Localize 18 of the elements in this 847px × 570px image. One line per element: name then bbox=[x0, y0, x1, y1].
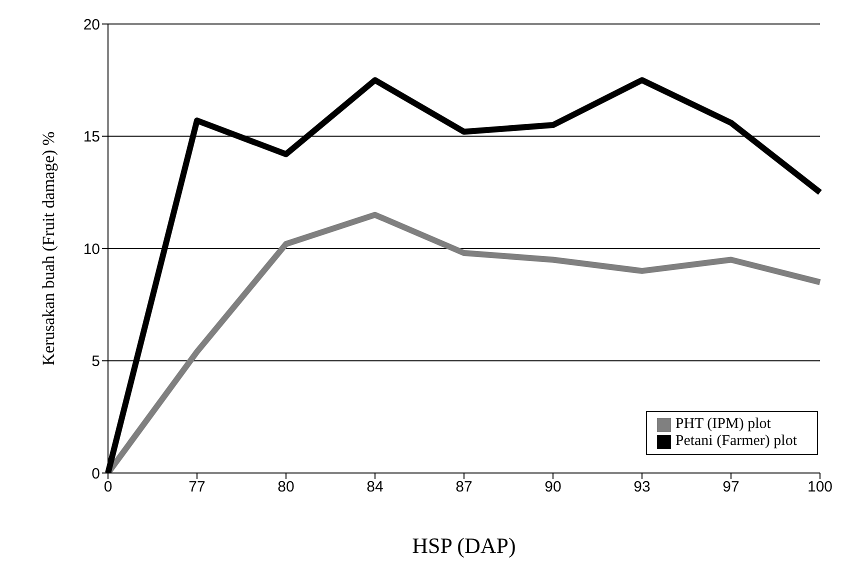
x-tick-label: 77 bbox=[188, 478, 206, 496]
x-tick-label: 93 bbox=[634, 478, 650, 496]
legend-label: PHT (IPM) plot bbox=[675, 416, 771, 432]
x-tick-label: 80 bbox=[278, 478, 294, 496]
y-tick-label: 0 bbox=[92, 465, 100, 482]
x-tick-label: 90 bbox=[544, 478, 562, 496]
x-tick-label: 87 bbox=[456, 478, 472, 496]
x-tick-label: 84 bbox=[366, 478, 384, 496]
legend-label: Petani (Farmer) plot bbox=[675, 433, 797, 449]
x-tick-label: 97 bbox=[722, 478, 740, 496]
x-tick-label: 0 bbox=[104, 478, 112, 496]
y-tick-label: 20 bbox=[83, 16, 100, 34]
y-axis-title: Kerusakan buah (Fruit damage) % bbox=[39, 131, 58, 366]
x-tick-label: 100 bbox=[807, 478, 833, 496]
y-tick-label: 5 bbox=[92, 353, 100, 370]
y-tick-label: 15 bbox=[83, 128, 100, 146]
x-axis-title: HSP (DAP) bbox=[412, 533, 516, 558]
y-tick-label: 10 bbox=[83, 240, 100, 258]
